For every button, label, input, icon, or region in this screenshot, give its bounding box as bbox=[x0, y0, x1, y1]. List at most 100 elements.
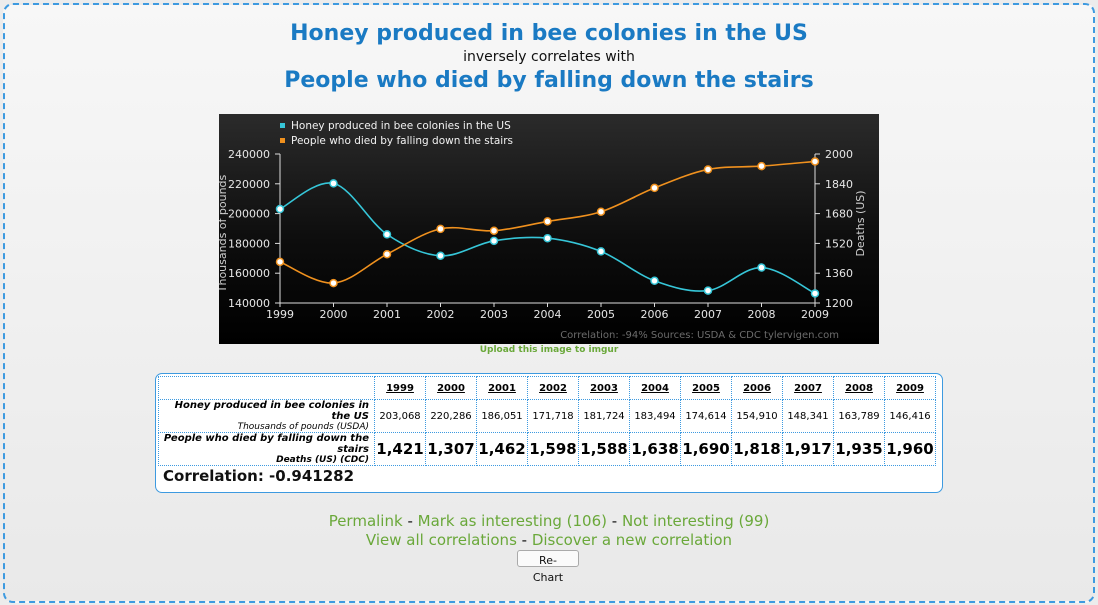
series-1-point bbox=[650, 276, 659, 286]
series-1-point bbox=[329, 179, 338, 188]
x-tick-label: 1999 bbox=[266, 308, 294, 321]
legend-marker-1 bbox=[280, 123, 285, 128]
x-tick-label: 2005 bbox=[587, 308, 615, 321]
table-cell: 148,341 bbox=[782, 399, 834, 433]
series-2-point bbox=[596, 207, 606, 216]
chart-svg: 140000 160000 180000 200000 220000 240000 1200… bbox=[216, 114, 879, 344]
y-right-tick-label: 1360 bbox=[825, 267, 853, 280]
series-2-point bbox=[650, 183, 659, 193]
permalink-link[interactable]: Permalink bbox=[328, 512, 403, 530]
x-tick-label: 2000 bbox=[320, 308, 348, 321]
year-header: 2006 bbox=[731, 376, 783, 400]
year-header: 2003 bbox=[578, 376, 630, 400]
table-row-stairs: People who died by falling down the stai… bbox=[158, 432, 936, 466]
legend-marker-2 bbox=[280, 138, 285, 143]
table-cell: 1,960 bbox=[884, 432, 936, 466]
year-header: 2004 bbox=[629, 376, 681, 400]
y-left-tick-label: 240000 bbox=[228, 148, 270, 161]
series-2-point bbox=[757, 161, 766, 171]
title-variable-2: People who died by falling down the stai… bbox=[284, 68, 814, 93]
row-label-stairs-unit: Deaths (US) (CDC) bbox=[276, 455, 369, 465]
table-cell: 1,307 bbox=[425, 432, 477, 466]
series-2-point bbox=[489, 226, 499, 235]
table-cell: 171,718 bbox=[527, 399, 579, 433]
data-table-panel: 1999 2000 2001 2002 2003 2004 2005 2006 … bbox=[155, 373, 943, 493]
action-links-row-1: Permalink - Mark as interesting (106) - … bbox=[0, 512, 1098, 530]
y-right-tick-label: 1680 bbox=[825, 208, 853, 221]
y-left-tick-label: 140000 bbox=[228, 297, 270, 310]
correlation-chart: 140000 160000 180000 200000 220000 240000 1200… bbox=[216, 114, 879, 344]
table-cell: 1,638 bbox=[629, 432, 681, 466]
series-1-point bbox=[596, 247, 606, 256]
table-cell: 154,910 bbox=[731, 399, 783, 433]
y-left-tick-label: 200000 bbox=[228, 208, 270, 221]
table-cell: 163,789 bbox=[833, 399, 885, 433]
table-cell: 174,614 bbox=[680, 399, 732, 433]
year-header: 2001 bbox=[476, 376, 528, 400]
rechart-button[interactable]: Re-Chart bbox=[517, 550, 579, 584]
y-left-tick-label: 220000 bbox=[228, 178, 270, 191]
x-tick-label: 2007 bbox=[694, 308, 722, 321]
view-all-correlations-link[interactable]: View all correlations bbox=[365, 531, 517, 549]
table-cell: 203,068 bbox=[374, 399, 426, 433]
table-cell: 1,598 bbox=[527, 432, 579, 466]
row-label-honey: Honey produced in bee colonies in the US… bbox=[158, 399, 375, 433]
year-header: 2000 bbox=[425, 376, 477, 400]
table-cell: 1,935 bbox=[833, 432, 885, 466]
row-label-honey-name: Honey produced in bee colonies in the US bbox=[174, 400, 369, 422]
series-1-point bbox=[489, 236, 499, 246]
table-cell: 186,051 bbox=[476, 399, 528, 433]
y-right-axis-title: Deaths (US) bbox=[854, 190, 867, 256]
table-cell: 146,416 bbox=[884, 399, 936, 433]
mark-interesting-link[interactable]: Mark as interesting (106) bbox=[417, 512, 607, 530]
series-1-point bbox=[543, 233, 552, 243]
y-right-tick-label: 2000 bbox=[825, 148, 853, 161]
y-left-tick-label: 160000 bbox=[228, 267, 270, 280]
series-1-point bbox=[275, 204, 285, 214]
title-connector: inversely correlates with bbox=[463, 49, 635, 65]
series-2-point bbox=[543, 217, 552, 226]
x-tick-label: 2004 bbox=[534, 308, 562, 321]
series-2-point bbox=[703, 165, 713, 174]
chart-background bbox=[219, 114, 879, 344]
table-corner-cell bbox=[158, 376, 375, 400]
chart-footer: Correlation: -94% Sources: USDA & CDC ty… bbox=[560, 330, 839, 341]
not-interesting-link[interactable]: Not interesting (99) bbox=[621, 512, 770, 530]
series-1-point bbox=[436, 251, 445, 260]
x-tick-label: 2006 bbox=[641, 308, 669, 321]
discover-correlation-link[interactable]: Discover a new correlation bbox=[531, 531, 733, 549]
table-cell: 1,462 bbox=[476, 432, 528, 466]
y-left-axis-title: Thousands of pounds bbox=[219, 174, 229, 293]
series-2-point bbox=[810, 157, 820, 166]
y-left-tick-label: 180000 bbox=[228, 237, 270, 250]
x-tick-label: 2008 bbox=[748, 308, 776, 321]
upload-imgur-link[interactable]: Upload this image to imgur bbox=[479, 345, 619, 355]
correlation-value: Correlation: -0.941282 bbox=[163, 467, 355, 485]
year-header: 2005 bbox=[680, 376, 732, 400]
series-2-point bbox=[436, 224, 445, 234]
series-2-point bbox=[329, 278, 338, 288]
link-separator: - bbox=[607, 512, 622, 530]
table-cell: 1,917 bbox=[782, 432, 834, 466]
y-right-tick-label: 1520 bbox=[825, 237, 853, 250]
table-cell: 1,421 bbox=[374, 432, 426, 466]
title-variable-1: Honey produced in bee colonies in the US bbox=[290, 21, 808, 46]
series-1-point bbox=[757, 263, 766, 272]
row-label-stairs: People who died by falling down the stai… bbox=[158, 432, 375, 466]
x-tick-label: 2001 bbox=[373, 308, 401, 321]
table-cell: 183,494 bbox=[629, 399, 681, 433]
data-table: 1999 2000 2001 2002 2003 2004 2005 2006 … bbox=[158, 376, 936, 466]
series-1-point bbox=[382, 230, 392, 239]
year-header: 2009 bbox=[884, 376, 936, 400]
year-header: 2008 bbox=[833, 376, 885, 400]
table-row-honey: Honey produced in bee colonies in the US… bbox=[158, 399, 936, 433]
x-tick-label: 2002 bbox=[427, 308, 455, 321]
table-cell: 1,690 bbox=[680, 432, 732, 466]
x-tick-label: 2003 bbox=[480, 308, 508, 321]
year-header: 1999 bbox=[374, 376, 426, 400]
series-1-point bbox=[703, 286, 713, 295]
series-1-point bbox=[810, 289, 820, 298]
series-2-point bbox=[382, 249, 392, 259]
series-2-point bbox=[275, 257, 285, 267]
table-cell: 181,724 bbox=[578, 399, 630, 433]
